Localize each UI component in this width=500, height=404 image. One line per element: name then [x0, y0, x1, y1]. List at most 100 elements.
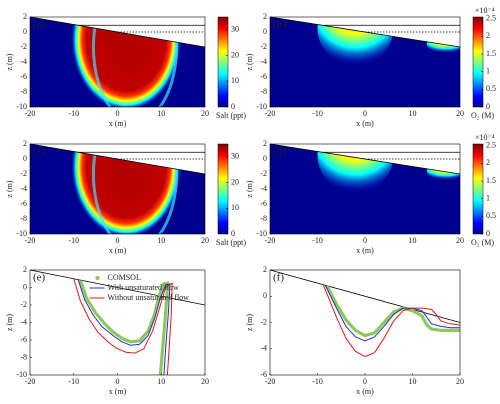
- y-tick-label: 2: [23, 265, 27, 274]
- x-tick-label: 0: [363, 109, 367, 118]
- y-tick-label: -2: [260, 42, 267, 51]
- colorbar-tick-label: 0.5: [486, 211, 496, 220]
- y-tick-label: -8: [260, 214, 267, 223]
- panel-label: (e): [33, 272, 46, 284]
- x-tick-label: 0: [363, 236, 367, 245]
- series-line: [322, 284, 461, 358]
- x-tick-label: 20: [456, 236, 464, 245]
- y-tick-label: 0: [263, 27, 267, 36]
- x-tick-label: -20: [25, 377, 36, 386]
- colorbar-tick-label: 20: [231, 50, 239, 59]
- x-tick-label: 10: [157, 109, 165, 118]
- plume: [71, 17, 182, 107]
- colorbar-scale: ×10⁻⁴: [475, 6, 495, 15]
- x-tick-label: 0: [116, 236, 120, 245]
- y-tick-label: 0: [23, 27, 27, 36]
- plume: [71, 144, 182, 234]
- x-tick-label: -20: [25, 109, 36, 118]
- y-tick-label: 0: [263, 154, 267, 163]
- y-tick-label: -4: [260, 344, 267, 353]
- colorbar: [472, 143, 484, 235]
- y-tick-label: -6: [20, 72, 27, 81]
- y-tick-label: -10: [16, 102, 27, 111]
- colorbar-tick-label: 2.5: [486, 14, 496, 23]
- colorbar-tick-label: 10: [231, 203, 239, 212]
- y-tick-label: 0: [263, 291, 267, 300]
- x-tick-label: 10: [409, 236, 417, 245]
- x-tick-label: -10: [312, 236, 323, 245]
- x-tick-label: 0: [116, 377, 120, 386]
- y-tick-label: -6: [20, 199, 27, 208]
- frame: [269, 269, 461, 376]
- x-tick-label: 20: [201, 236, 209, 245]
- y-axis-label: z (m): [5, 180, 14, 197]
- field: [270, 144, 460, 234]
- y-tick-label: -4: [20, 57, 27, 66]
- y-tick-label: -8: [260, 87, 267, 96]
- y-tick-label: -10: [16, 370, 27, 379]
- y-tick-label: -10: [256, 102, 267, 111]
- x-tick-label: 10: [409, 109, 417, 118]
- series-line: [325, 285, 460, 338]
- x-tick-label: 20: [456, 109, 464, 118]
- x-tick-label: -20: [265, 236, 276, 245]
- colorbar-tick-label: 1: [486, 67, 490, 76]
- y-tick-label: -10: [16, 229, 27, 238]
- plume-edge: [91, 144, 179, 234]
- y-tick-label: 2: [23, 139, 27, 148]
- y-tick-label: -2: [20, 300, 27, 309]
- beach: [269, 16, 461, 48]
- x-axis-label: x (m): [356, 119, 374, 128]
- beach: [29, 143, 206, 175]
- beach: [29, 269, 206, 306]
- x-tick-label: 20: [201, 109, 209, 118]
- x-tick-label: -10: [68, 109, 79, 118]
- x-tick-label: -20: [265, 109, 276, 118]
- y-tick-label: -2: [20, 42, 27, 51]
- beach: [269, 143, 461, 175]
- plume: [317, 144, 394, 193]
- series-line: [73, 278, 173, 376]
- y-tick-label: -2: [20, 169, 27, 178]
- beach: [29, 16, 206, 48]
- colorbar-tick-label: 1.5: [486, 176, 496, 185]
- y-tick-label: -8: [20, 352, 27, 361]
- x-axis-label: x (m): [356, 387, 374, 396]
- colorbar-tick-label: 30: [231, 25, 239, 34]
- x-tick-label: 20: [456, 377, 464, 386]
- legend-entry: With unsaturated flow: [108, 283, 179, 292]
- colorbar-tick-label: 0.5: [486, 84, 496, 93]
- y-axis-label: z (m): [245, 53, 254, 70]
- y-tick-label: -2: [260, 169, 267, 178]
- y-tick-label: 2: [23, 12, 27, 21]
- x-tick-label: -10: [312, 109, 323, 118]
- y-axis-label: z (m): [5, 53, 14, 70]
- y-tick-label: -10: [256, 229, 267, 238]
- series-line: [77, 279, 171, 376]
- x-tick-label: 10: [409, 377, 417, 386]
- y-tick-label: 0: [23, 282, 27, 291]
- colorbar-label: O₂ (M): [471, 111, 494, 120]
- panel-label: (f): [273, 272, 284, 284]
- panel: 00.511.522.5O₂ (M)×10⁻⁴-20 -10 0 10 20-10-8-…: [245, 6, 496, 128]
- y-tick-label: -4: [260, 184, 267, 193]
- y-tick-label: -4: [260, 57, 267, 66]
- x-tick-label: -20: [265, 377, 276, 386]
- legend-entry: Without unsaturated flow: [108, 293, 190, 302]
- plume-small: [426, 162, 460, 180]
- colorbar-tick-label: 2.5: [486, 141, 496, 150]
- x-tick-label: 20: [201, 377, 209, 386]
- panel-label: (c): [33, 146, 46, 158]
- colorbar-tick-label: 0: [486, 102, 490, 111]
- colorbar-label: Salt (ppt): [216, 111, 246, 120]
- x-tick-label: -10: [68, 236, 79, 245]
- series-line: [325, 285, 460, 342]
- x-axis-label: x (m): [109, 387, 127, 396]
- colorbar-tick-label: 30: [231, 152, 239, 161]
- y-tick-label: -8: [20, 214, 27, 223]
- x-tick-label: 0: [363, 377, 367, 386]
- plume-small: [426, 35, 460, 53]
- legend-entry: COMSOL: [108, 273, 141, 282]
- field: [30, 17, 205, 107]
